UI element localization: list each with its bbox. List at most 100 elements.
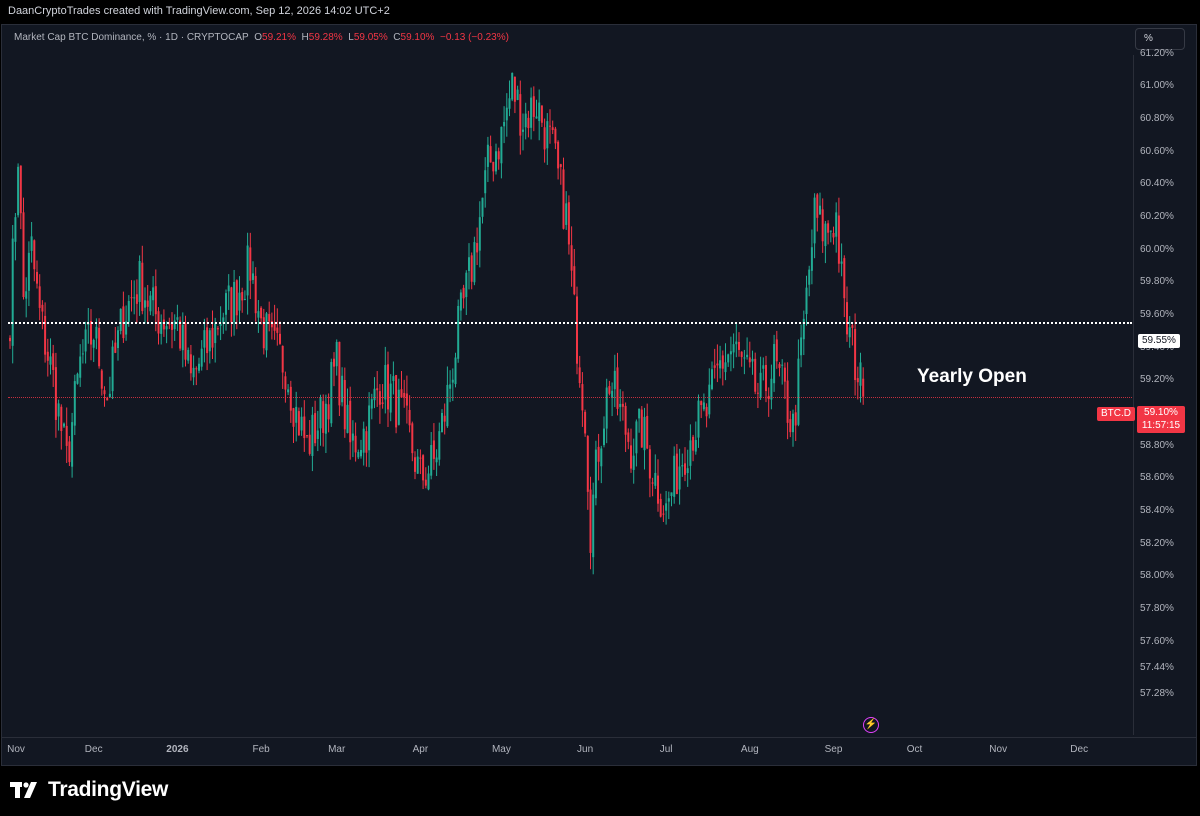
- candle: [578, 355, 581, 388]
- candle: [667, 491, 670, 520]
- candle: [654, 454, 657, 489]
- candle: [592, 482, 595, 575]
- candle-body: [519, 94, 522, 136]
- lightning-bolt-icon[interactable]: ⚡: [863, 717, 879, 733]
- candle-body: [565, 203, 568, 225]
- candle: [713, 348, 716, 379]
- candle: [435, 449, 438, 477]
- candle: [25, 277, 28, 318]
- candle-body: [184, 323, 187, 360]
- candle-body: [81, 353, 84, 355]
- candle-body: [25, 291, 28, 299]
- candles: [9, 72, 865, 575]
- candle: [392, 361, 395, 395]
- candle-body: [824, 223, 827, 247]
- candle: [38, 274, 41, 321]
- candle: [403, 379, 406, 408]
- candle-body: [65, 425, 68, 446]
- tradingview-logo[interactable]: TradingView: [10, 777, 168, 803]
- candle: [684, 447, 686, 482]
- candle-body: [211, 327, 214, 348]
- candle: [252, 261, 254, 284]
- candle: [46, 338, 49, 377]
- candle-body: [36, 271, 38, 284]
- candle-body: [856, 378, 859, 383]
- candle: [576, 286, 578, 375]
- candle: [754, 352, 757, 395]
- time-tick-label: Jun: [577, 744, 594, 755]
- candle: [424, 467, 427, 489]
- candle: [819, 192, 821, 215]
- candle-body: [473, 242, 476, 283]
- candle: [648, 445, 651, 498]
- candle: [746, 337, 749, 360]
- candle-body: [378, 391, 381, 405]
- candle-body: [516, 89, 519, 101]
- candle-body: [189, 354, 192, 374]
- candle-body: [216, 328, 219, 330]
- candle-body: [746, 354, 749, 358]
- candle: [378, 384, 381, 424]
- candle: [829, 230, 832, 243]
- candle: [19, 165, 22, 230]
- candle-body: [135, 294, 138, 304]
- candle: [832, 226, 835, 245]
- candle-body: [786, 380, 789, 423]
- candle-body: [117, 330, 119, 349]
- candle-body: [476, 243, 479, 253]
- candle-body: [594, 449, 597, 499]
- candle: [184, 315, 187, 367]
- candle: [767, 387, 770, 417]
- candle: [451, 368, 454, 402]
- candle-body: [146, 300, 149, 307]
- candle-body: [403, 392, 406, 398]
- candle: [211, 310, 214, 359]
- symbol-title[interactable]: Market Cap BTC Dominance, % · 1D · CRYPT…: [14, 32, 249, 43]
- percent-scale-button[interactable]: %: [1135, 28, 1185, 50]
- candle: [675, 444, 678, 495]
- candle: [387, 351, 389, 427]
- candle-body: [376, 388, 379, 391]
- candle-body: [708, 384, 711, 415]
- candle-body: [605, 387, 608, 429]
- candle: [206, 317, 209, 371]
- candle-body: [119, 308, 122, 331]
- candle: [522, 113, 524, 151]
- candle-body: [208, 330, 211, 352]
- candle: [268, 301, 271, 332]
- candle-body: [573, 266, 576, 295]
- candle-body: [549, 125, 551, 127]
- candle-body: [468, 257, 470, 271]
- candle-body: [432, 440, 435, 459]
- candle-body: [354, 435, 357, 453]
- candle: [589, 476, 592, 570]
- chart-frame[interactable]: [1, 24, 1197, 766]
- yearly-open-line[interactable]: [8, 322, 1132, 325]
- time-tick-label: Dec: [84, 744, 103, 755]
- candle: [335, 339, 338, 376]
- candle-body: [735, 341, 738, 345]
- candle: [530, 87, 533, 140]
- candle-body: [106, 397, 109, 401]
- candle-body: [759, 372, 762, 398]
- candle-body: [762, 365, 765, 369]
- candle: [389, 374, 392, 422]
- candle-body: [616, 367, 619, 409]
- candle: [462, 284, 465, 309]
- logo-text: TradingView: [48, 778, 169, 801]
- candle-body: [813, 197, 816, 244]
- candle-body: [343, 380, 346, 430]
- symbol-legend[interactable]: Market Cap BTC Dominance, % · 1D · CRYPT…: [14, 32, 509, 43]
- candle-body: [127, 300, 130, 322]
- candle: [862, 367, 865, 405]
- yearly-open-annotation[interactable]: Yearly Open: [917, 366, 1027, 387]
- candle: [694, 421, 697, 455]
- candle-body: [219, 323, 222, 326]
- candle-body: [9, 337, 11, 342]
- candle: [130, 280, 133, 312]
- candle-body: [238, 292, 241, 311]
- candle-body: [206, 327, 209, 354]
- chart-credit: DaanCryptoTrades created with TradingVie…: [8, 5, 390, 17]
- candle: [638, 408, 641, 433]
